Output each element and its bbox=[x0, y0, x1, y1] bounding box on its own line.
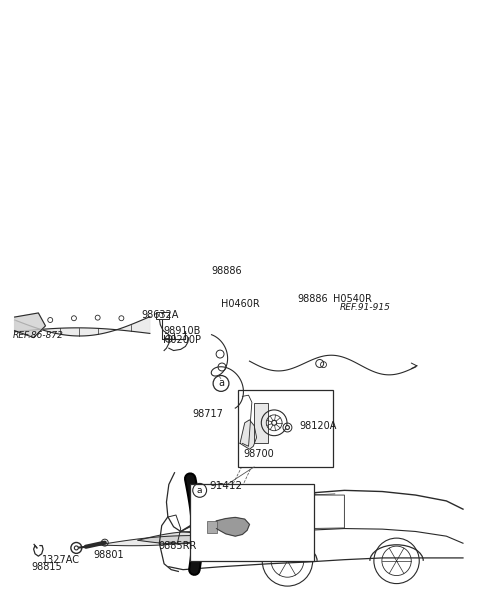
Text: 98815: 98815 bbox=[31, 562, 62, 572]
Polygon shape bbox=[240, 420, 257, 449]
Text: a: a bbox=[197, 486, 203, 495]
Bar bbox=[254, 403, 268, 444]
Text: 98717: 98717 bbox=[192, 409, 223, 419]
Text: 91412: 91412 bbox=[209, 481, 242, 490]
Circle shape bbox=[272, 420, 276, 425]
Polygon shape bbox=[97, 535, 230, 546]
Polygon shape bbox=[216, 517, 250, 536]
Circle shape bbox=[219, 486, 223, 490]
Bar bbox=[207, 521, 216, 533]
Text: REF.86-872: REF.86-872 bbox=[12, 331, 63, 340]
Polygon shape bbox=[138, 531, 233, 544]
Bar bbox=[238, 391, 333, 467]
Text: H0460R: H0460R bbox=[221, 298, 260, 308]
Bar bbox=[156, 312, 169, 318]
Polygon shape bbox=[14, 317, 150, 336]
Text: 98120A: 98120A bbox=[300, 421, 337, 431]
Text: REF.91-915: REF.91-915 bbox=[340, 302, 391, 311]
Text: 98886: 98886 bbox=[212, 266, 242, 276]
Text: a: a bbox=[218, 378, 224, 388]
Circle shape bbox=[74, 546, 78, 550]
Text: 98910B: 98910B bbox=[163, 326, 201, 336]
Text: 98632A: 98632A bbox=[142, 310, 179, 320]
Text: 98886: 98886 bbox=[297, 294, 327, 304]
Circle shape bbox=[286, 426, 289, 429]
Text: H0200P: H0200P bbox=[163, 335, 201, 345]
Polygon shape bbox=[14, 313, 46, 337]
Text: H0540R: H0540R bbox=[333, 294, 372, 304]
Text: 98801: 98801 bbox=[93, 550, 123, 560]
Text: 9885RR: 9885RR bbox=[158, 541, 197, 550]
Text: 1327AC: 1327AC bbox=[42, 554, 80, 565]
Text: 98700: 98700 bbox=[244, 449, 275, 459]
Bar bbox=[190, 484, 313, 561]
